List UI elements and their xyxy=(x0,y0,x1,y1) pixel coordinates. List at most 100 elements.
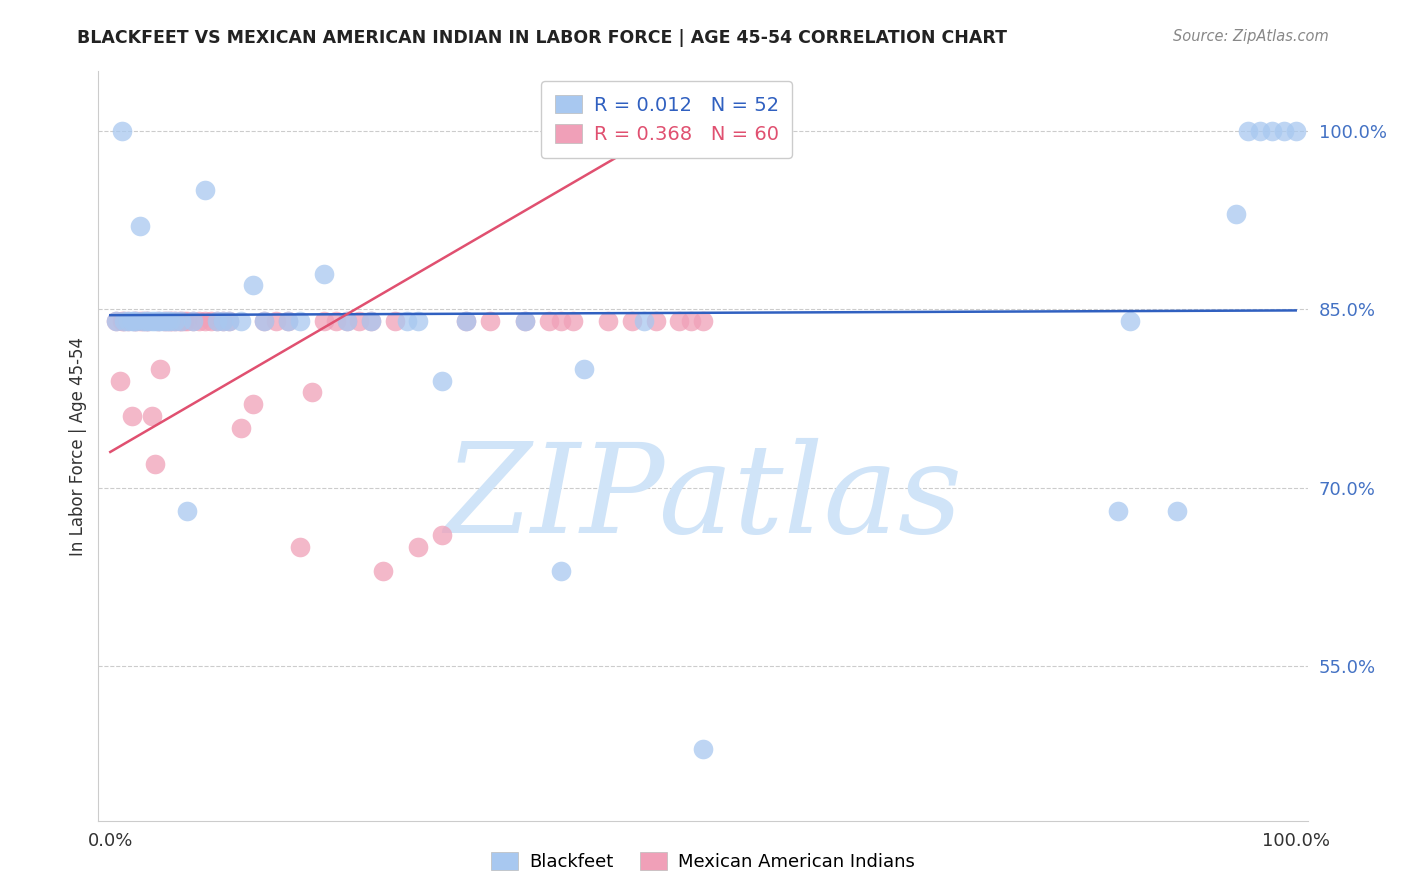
Point xyxy=(200,314,222,328)
Point xyxy=(141,314,163,328)
Point xyxy=(336,314,359,328)
Point xyxy=(188,314,211,328)
Point xyxy=(537,314,560,328)
Point xyxy=(681,314,703,328)
Point xyxy=(432,374,454,388)
Point xyxy=(108,374,131,388)
Point xyxy=(277,314,299,328)
Point xyxy=(125,314,148,328)
Point xyxy=(136,314,159,328)
Point xyxy=(181,314,204,328)
Point xyxy=(633,314,655,328)
Point xyxy=(205,314,228,328)
Point xyxy=(167,314,190,328)
Legend: Blackfeet, Mexican American Indians: Blackfeet, Mexican American Indians xyxy=(484,846,922,879)
Point xyxy=(550,564,572,578)
Point xyxy=(170,314,193,328)
Point xyxy=(561,314,583,328)
Point xyxy=(288,540,311,554)
Point xyxy=(360,314,382,328)
Point xyxy=(264,314,287,328)
Point xyxy=(143,314,166,328)
Point xyxy=(141,409,163,424)
Point xyxy=(1249,124,1271,138)
Point xyxy=(129,219,152,233)
Point xyxy=(111,124,134,138)
Point xyxy=(325,314,347,328)
Point xyxy=(253,314,276,328)
Point xyxy=(170,314,193,328)
Point xyxy=(574,361,596,376)
Point xyxy=(122,314,145,328)
Point xyxy=(360,314,382,328)
Text: ZIPatlas: ZIPatlas xyxy=(444,438,962,559)
Point xyxy=(129,314,152,328)
Point xyxy=(408,314,430,328)
Point xyxy=(371,564,394,578)
Point xyxy=(668,314,690,328)
Point xyxy=(160,314,183,328)
Point xyxy=(218,314,240,328)
Point xyxy=(550,314,572,328)
Point xyxy=(156,314,179,328)
Point xyxy=(229,421,252,435)
Point xyxy=(312,314,335,328)
Point xyxy=(1119,314,1142,328)
Point xyxy=(105,314,128,328)
Point xyxy=(692,742,714,756)
Point xyxy=(288,314,311,328)
Point xyxy=(176,314,198,328)
Point xyxy=(454,314,477,328)
Point xyxy=(212,314,235,328)
Point xyxy=(105,314,128,328)
Point xyxy=(1107,504,1129,518)
Point xyxy=(218,314,240,328)
Point xyxy=(149,361,172,376)
Point xyxy=(159,314,181,328)
Point xyxy=(347,314,370,328)
Point xyxy=(253,314,276,328)
Point xyxy=(692,314,714,328)
Text: BLACKFEET VS MEXICAN AMERICAN INDIAN IN LABOR FORCE | AGE 45-54 CORRELATION CHAR: BLACKFEET VS MEXICAN AMERICAN INDIAN IN … xyxy=(77,29,1007,46)
Point xyxy=(117,314,139,328)
Point xyxy=(181,314,204,328)
Point xyxy=(598,314,620,328)
Point xyxy=(432,528,454,542)
Point xyxy=(336,314,359,328)
Point xyxy=(1285,124,1308,138)
Point xyxy=(146,314,169,328)
Point xyxy=(132,314,155,328)
Point xyxy=(165,314,187,328)
Point xyxy=(136,314,159,328)
Point xyxy=(194,314,217,328)
Point xyxy=(1272,124,1295,138)
Point xyxy=(135,314,157,328)
Point xyxy=(478,314,501,328)
Text: Source: ZipAtlas.com: Source: ZipAtlas.com xyxy=(1173,29,1329,44)
Point xyxy=(194,183,217,197)
Point xyxy=(149,314,172,328)
Point xyxy=(242,397,264,411)
Point xyxy=(454,314,477,328)
Point xyxy=(515,314,537,328)
Point xyxy=(384,314,406,328)
Point xyxy=(114,314,136,328)
Point xyxy=(122,314,145,328)
Point xyxy=(205,314,228,328)
Point xyxy=(135,314,157,328)
Point xyxy=(395,314,418,328)
Point xyxy=(165,314,187,328)
Point xyxy=(146,314,169,328)
Point xyxy=(408,540,430,554)
Point xyxy=(312,267,335,281)
Point xyxy=(176,504,198,518)
Point xyxy=(1166,504,1188,518)
Legend: R = 0.012   N = 52, R = 0.368   N = 60: R = 0.012 N = 52, R = 0.368 N = 60 xyxy=(541,81,793,158)
Point xyxy=(277,314,299,328)
Point xyxy=(212,314,235,328)
Point xyxy=(121,314,143,328)
Point xyxy=(515,314,537,328)
Point xyxy=(301,385,323,400)
Point xyxy=(1261,124,1284,138)
Point xyxy=(644,314,666,328)
